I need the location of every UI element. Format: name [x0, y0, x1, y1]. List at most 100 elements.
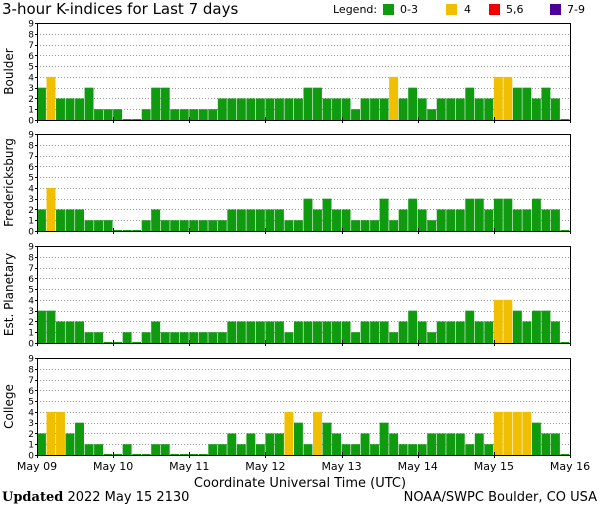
kindex-bar	[141, 454, 151, 455]
kindex-bar	[560, 119, 570, 120]
kindex-bar	[94, 109, 104, 120]
kindex-bar	[198, 332, 208, 343]
kindex-bar	[351, 220, 361, 231]
kindex-bar	[465, 444, 475, 455]
kindex-bar	[113, 230, 123, 231]
kindex-bar	[379, 98, 389, 120]
y-tick-label: 5	[28, 174, 34, 184]
legend-item-7-9: 7-9	[567, 3, 585, 16]
kindex-bar	[503, 299, 513, 343]
kindex-bar	[493, 198, 503, 231]
kindex-bar	[360, 220, 370, 231]
kindex-bar	[512, 411, 522, 455]
kindex-bar	[351, 109, 361, 120]
kindex-bar	[484, 444, 494, 455]
legend-swatch-5-6	[489, 4, 500, 15]
kindex-bar	[389, 332, 399, 343]
kindex-bar	[189, 109, 199, 120]
kindex-bar	[65, 433, 75, 455]
kindex-bar	[531, 98, 541, 120]
kindex-bar	[217, 332, 227, 343]
kindex-bar	[512, 209, 522, 231]
kindex-bar	[37, 310, 46, 343]
kindex-bar	[446, 98, 456, 120]
kindex-bar	[313, 209, 322, 231]
kindex-bar	[236, 321, 246, 343]
kindex-bar	[531, 310, 541, 343]
kindex-bar	[408, 444, 418, 455]
kindex-bar	[541, 433, 551, 455]
y-tick-label: 3	[28, 195, 34, 205]
legend-item-5-6: 5,6	[506, 3, 524, 16]
kindex-bar	[322, 198, 332, 231]
kindex-bar	[379, 198, 389, 231]
y-tick-label: 7	[28, 264, 34, 274]
kindex-bar	[122, 230, 132, 231]
kindex-bar	[103, 220, 113, 231]
kindex-bar	[550, 433, 560, 455]
kindex-bar	[313, 87, 322, 120]
kindex-bar	[436, 433, 446, 455]
kindex-bar	[293, 98, 303, 120]
kindex-bar	[322, 321, 332, 343]
kindex-bar	[208, 332, 218, 343]
kindex-bar	[427, 433, 437, 455]
kindex-bar	[217, 220, 227, 231]
kindex-bar	[465, 198, 475, 231]
kindex-bar	[417, 98, 427, 120]
y-tick-label: 3	[28, 84, 34, 94]
kindex-bar	[503, 76, 513, 120]
y-tick-label: 9	[28, 355, 34, 365]
kindex-bar	[560, 342, 570, 343]
kindex-bar	[284, 332, 294, 343]
legend-item-0-3: 0-3	[400, 3, 418, 16]
kindex-bar	[455, 321, 465, 343]
kindex-bar	[255, 209, 265, 231]
kindex-bar	[56, 209, 65, 231]
kindex-bar	[313, 321, 322, 343]
kindex-bar	[113, 109, 123, 120]
kindex-bar	[550, 98, 560, 120]
x-tick-label: May 10	[93, 460, 133, 473]
y-tick-label: 8	[28, 30, 34, 40]
kindex-bar	[332, 433, 341, 455]
y-tick-label: 3	[28, 307, 34, 317]
kindex-bar	[389, 76, 399, 120]
y-tick-label: 1	[28, 329, 34, 339]
kindex-bar	[341, 98, 351, 120]
y-tick-label: 9	[28, 131, 34, 141]
y-tick-label: 7	[28, 376, 34, 386]
kindex-bar	[284, 411, 294, 455]
y-tick-label: 6	[28, 387, 34, 397]
kindex-bar	[436, 98, 446, 120]
kindex-bar	[332, 321, 341, 343]
kindex-bar	[427, 220, 437, 231]
kindex-bar	[265, 209, 275, 231]
y-tick-label: 5	[28, 398, 34, 408]
kindex-bar	[141, 332, 151, 343]
panel-frame	[37, 23, 571, 121]
y-tick-label: 2	[28, 206, 34, 216]
kindex-bar	[208, 220, 218, 231]
panel-frame	[37, 358, 571, 456]
kindex-bar	[341, 444, 351, 455]
kindex-bar	[332, 209, 341, 231]
x-tick-label: May 11	[169, 460, 209, 473]
kindex-bar	[360, 433, 370, 455]
y-tick-label: 6	[28, 52, 34, 62]
kindex-bar	[132, 119, 142, 120]
kindex-bar	[284, 98, 294, 120]
kindex-bar	[46, 187, 56, 231]
kindex-bar	[455, 98, 465, 120]
kindex-bar	[227, 209, 237, 231]
panel-label: Boulder	[2, 48, 16, 95]
kindex-bar	[198, 220, 208, 231]
kindex-bar	[255, 321, 265, 343]
kindex-bar	[522, 209, 532, 231]
kindex-bar	[160, 444, 170, 455]
panel-label: Fredericksburg	[2, 138, 16, 227]
y-tick-label: 4	[28, 73, 34, 83]
kindex-bar	[341, 321, 351, 343]
kindex-bar	[455, 433, 465, 455]
kindex-bar	[65, 98, 75, 120]
